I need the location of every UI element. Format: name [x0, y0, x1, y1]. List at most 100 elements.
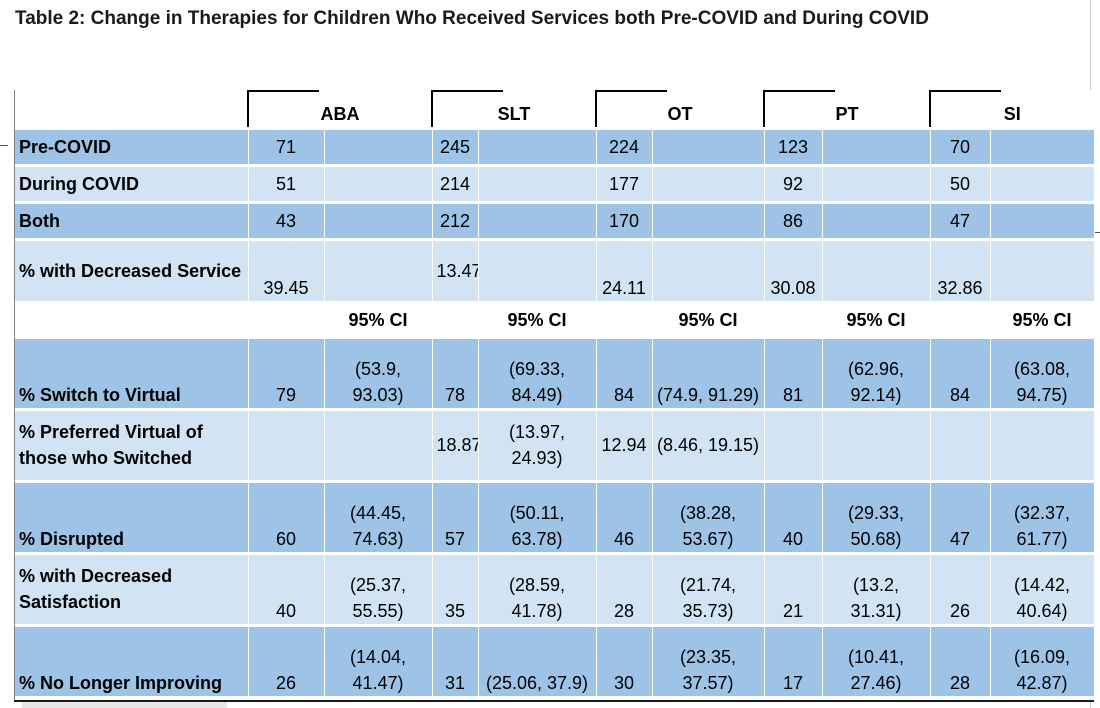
row-label: During COVID: [14, 165, 249, 204]
cell-empty: [324, 128, 433, 167]
cell-value: 92: [764, 165, 823, 204]
cell-ci: (21.74, 35.73): [652, 553, 765, 627]
row-label: % with Decreased Service: [14, 239, 249, 304]
cell-empty: [652, 239, 765, 304]
cell-value: 177: [596, 165, 653, 204]
cell-value: 30.08: [764, 239, 823, 304]
row-label: % Switch to Virtual: [14, 337, 249, 411]
row-label: % No Longer Improving: [14, 625, 249, 699]
cell-ci: (62.96, 92.14): [822, 337, 931, 411]
table-row: Pre-COVID 71 245 224 123 70: [14, 128, 1095, 167]
cell-value: 17: [764, 625, 823, 699]
cell-empty: [652, 128, 765, 167]
cell-value: 43: [248, 202, 325, 241]
cell-empty: [248, 302, 325, 339]
cell-value: 13.47: [432, 239, 479, 304]
cell-value: 24.11: [596, 239, 653, 304]
cell-value: 212: [432, 202, 479, 241]
cell-value: 50: [930, 165, 991, 204]
ci-header-row: 95% CI 95% CI 95% CI 95% CI 95% CI: [14, 302, 1095, 339]
row-label: % Disrupted: [14, 481, 249, 555]
cell-value: [764, 409, 823, 483]
cell-empty: [652, 202, 765, 241]
cell-empty: [822, 202, 931, 241]
cell-value: 245: [432, 128, 479, 167]
row-label: Both: [14, 202, 249, 241]
ci-header: 95% CI: [324, 302, 433, 339]
cell-value: [248, 409, 325, 483]
cell-value: 12.94: [596, 409, 653, 483]
cell-value: 51: [248, 165, 325, 204]
cell-ci: (25.06, 37.9): [478, 625, 597, 699]
cell-empty: [478, 202, 597, 241]
cell-value: 71: [248, 128, 325, 167]
cell-empty: [478, 165, 597, 204]
table-row: % Switch to Virtual 79 (53.9, 93.03) 78 (6…: [14, 337, 1095, 411]
cell-value: 47: [930, 202, 991, 241]
cell-value: [930, 409, 991, 483]
cell-ci: (38.28, 53.67): [652, 481, 765, 555]
cell-value: 123: [764, 128, 823, 167]
ci-header: 95% CI: [478, 302, 597, 339]
cell-ci: (63.08, 94.75): [990, 337, 1095, 411]
row-label: % Preferred Virtual of those who Switche…: [14, 409, 249, 483]
cell-value: 18.87: [432, 409, 479, 483]
cell-value: 60: [248, 481, 325, 555]
table-left-border: [14, 90, 15, 702]
cell-empty: [324, 202, 433, 241]
column-header-aba: ABA: [247, 90, 433, 130]
cell-empty: [14, 302, 249, 339]
cell-empty: [324, 239, 433, 304]
table-row: % No Longer Improving 26 (14.04, 41.47) 3…: [14, 625, 1095, 699]
cell-ci: (29.33, 50.68): [822, 481, 931, 555]
cell-empty: [478, 128, 597, 167]
header-corner: [14, 90, 249, 130]
cell-value: 30: [596, 625, 653, 699]
column-header-row: ABA SLT OT PT SI: [14, 90, 1095, 130]
cell-empty: [990, 128, 1095, 167]
cell-value: 26: [930, 553, 991, 627]
cell-value: 40: [764, 481, 823, 555]
column-header-slt: SLT: [430, 90, 597, 130]
cell-ci: (28.59, 41.78): [478, 553, 597, 627]
cell-ci: (44.45, 74.63): [324, 481, 433, 555]
cell-value: 46: [596, 481, 653, 555]
cell-value: 224: [596, 128, 653, 167]
ci-header: 95% CI: [822, 302, 931, 339]
cell-empty: [324, 165, 433, 204]
cell-value: 35: [432, 553, 479, 627]
cell-value: 40: [248, 553, 325, 627]
cell-ci: (14.42, 40.64): [990, 553, 1095, 627]
cell-ci: [822, 409, 931, 483]
cell-value: 170: [596, 202, 653, 241]
cell-value: 32.86: [930, 239, 991, 304]
cell-value: 79: [248, 337, 325, 411]
cell-value: 57: [432, 481, 479, 555]
table-row: % with Decreased Service 39.45 13.47 24.…: [14, 239, 1095, 304]
cell-ci: (13.97, 24.93): [478, 409, 597, 483]
cell-ci: (32.37, 61.77): [990, 481, 1095, 555]
cell-empty: [478, 239, 597, 304]
table-title: Table 2: Change in Therapies for Childre…: [15, 8, 929, 29]
cell-ci: (23.35, 37.57): [652, 625, 765, 699]
cell-ci: [324, 409, 433, 483]
row-label: Pre-COVID: [14, 128, 249, 167]
cell-ci: (74.9, 91.29): [652, 337, 765, 411]
cell-empty: [822, 239, 931, 304]
cell-value: 86: [764, 202, 823, 241]
ci-header: 95% CI: [652, 302, 765, 339]
table-row: % Preferred Virtual of those who Switche…: [14, 409, 1095, 483]
cell-value: 78: [432, 337, 479, 411]
margin-mark: [1094, 232, 1100, 233]
cell-value: 81: [764, 337, 823, 411]
cell-ci: (69.33, 84.49): [478, 337, 597, 411]
cell-ci: (50.11, 63.78): [478, 481, 597, 555]
cell-empty: [822, 128, 931, 167]
cell-ci: (14.04, 41.47): [324, 625, 433, 699]
cell-value: 31: [432, 625, 479, 699]
cell-empty: [764, 302, 823, 339]
cell-empty: [990, 165, 1095, 204]
table-row: % Disrupted 60 (44.45, 74.63) 57 (50.11, 6…: [14, 481, 1095, 555]
cell-value: 21: [764, 553, 823, 627]
cell-ci: (13.2, 31.31): [822, 553, 931, 627]
